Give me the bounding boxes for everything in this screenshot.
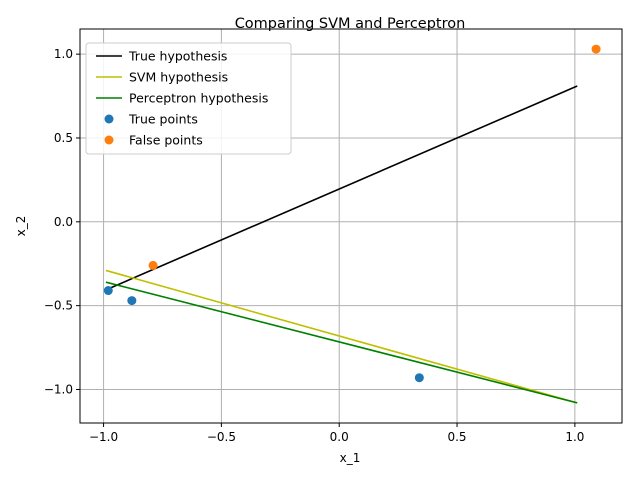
series-line-0: [107, 85, 578, 290]
y-tick-label: 0.0: [54, 215, 73, 229]
scatter-points: [103, 44, 601, 383]
x-axis-label: x_1: [340, 451, 361, 465]
legend-marker-swatch: [104, 135, 114, 145]
x-tick-label: 1.0: [565, 430, 584, 444]
legend-marker-swatch: [104, 114, 114, 124]
y-tick-label: −0.5: [44, 299, 73, 313]
legend: True hypothesis SVM hypothesis Perceptron …: [85, 42, 292, 155]
chart-title: Comparing SVM and Perceptron: [235, 16, 466, 32]
axis-ticks: −1.0 −0.5 0.0 0.5 1.0 −1.0 −0.5 0.0 0.5 1.0: [44, 47, 585, 444]
series-line-2: [105, 281, 578, 404]
x-tick-label: 0.0: [330, 430, 349, 444]
legend-label: False points: [129, 133, 203, 148]
plot-frame: [79, 28, 623, 424]
y-tick-label: 1.0: [54, 47, 73, 61]
x-tick-label: 0.5: [447, 430, 466, 444]
legend-label: True hypothesis: [128, 49, 227, 64]
scatter-point-0: [103, 286, 113, 296]
scatter-point-1: [148, 260, 158, 270]
legend-label: SVM hypothesis: [129, 70, 228, 85]
y-axis-label: x_2: [14, 216, 28, 237]
scatter-point-1: [591, 44, 601, 54]
x-tick-label: −0.5: [207, 430, 236, 444]
legend-box: [85, 42, 292, 155]
x-tick-label: −1.0: [89, 430, 118, 444]
legend-label: Perceptron hypothesis: [129, 91, 268, 106]
scatter-point-0: [414, 373, 424, 383]
legend-label: True points: [128, 112, 198, 127]
series-lines: [105, 85, 578, 404]
y-tick-label: 0.5: [54, 131, 73, 145]
scatter-point-0: [127, 296, 137, 306]
series-line-1: [105, 269, 578, 404]
y-tick-label: −1.0: [44, 382, 73, 396]
